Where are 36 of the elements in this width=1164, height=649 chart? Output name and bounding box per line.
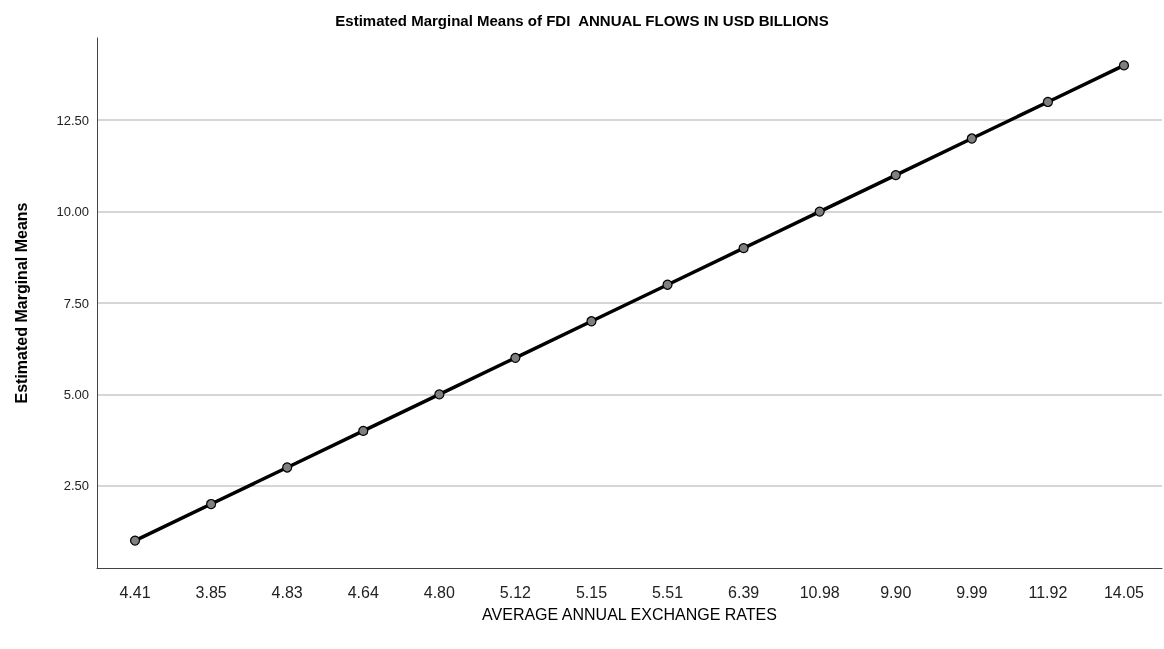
point xyxy=(510,352,521,363)
x-axis-title: AVERAGE ANNUAL EXCHANGE RATES xyxy=(482,605,777,623)
y-tick-label: 2.50 xyxy=(63,478,89,494)
x-tick-label: 5.12 xyxy=(499,583,532,601)
chart-title: Estimated Marginal Means of FDI ANNUAL FLOWS IN USD BILLIONS xyxy=(335,12,829,29)
point xyxy=(814,206,825,217)
point xyxy=(206,498,217,510)
y-tick-label: 10.00 xyxy=(56,204,89,220)
point xyxy=(358,425,369,437)
point xyxy=(738,243,749,254)
point xyxy=(662,279,673,290)
point xyxy=(586,316,597,327)
x-tick-label: 14.05 xyxy=(1103,583,1145,601)
x-tick-label: 6.39 xyxy=(728,583,760,601)
x-tick-label: 5.51 xyxy=(651,583,684,601)
point xyxy=(129,535,141,546)
x-tick-label: 10.98 xyxy=(799,583,840,601)
x-tick-label: 4.83 xyxy=(271,583,303,601)
x-tick-label: 9.99 xyxy=(956,583,988,601)
y-tick-label: 7.50 xyxy=(63,295,89,311)
x-tick-label: 4.64 xyxy=(347,583,379,601)
point xyxy=(1118,60,1130,71)
x-tick-label: 3.85 xyxy=(195,583,227,601)
point xyxy=(890,169,901,181)
point xyxy=(1042,96,1053,108)
x-tick-label: 11.92 xyxy=(1028,583,1068,601)
y-axis-title: Estimated Marginal Means xyxy=(12,202,30,404)
x-tick-label: 9.90 xyxy=(880,583,912,601)
y-tick-label: 12.50 xyxy=(56,112,89,128)
x-tick-label: 4.41 xyxy=(119,583,151,601)
point xyxy=(434,389,445,400)
y-tick-label: 5.00 xyxy=(63,386,89,402)
x-tick-label: 4.80 xyxy=(423,583,455,601)
point xyxy=(282,462,293,473)
point xyxy=(966,133,977,144)
x-tick-label: 5.15 xyxy=(575,583,608,601)
